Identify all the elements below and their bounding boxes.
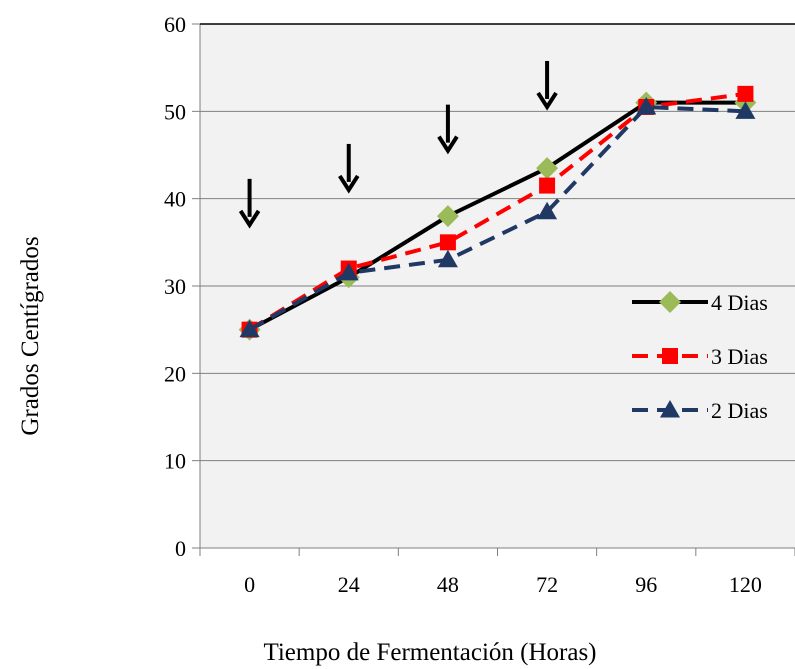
x-tick-label: 0 (244, 572, 255, 597)
y-tick-label: 60 (164, 12, 186, 37)
legend-item: 4 Dias (632, 290, 768, 315)
triangle-marker (636, 96, 657, 115)
arrow-head (338, 174, 360, 194)
x-tick-label: 72 (536, 572, 558, 597)
y-tick-label: 0 (175, 536, 186, 561)
legend-item: 3 Dias (632, 344, 768, 369)
series-line (248, 100, 746, 332)
y-tick-labels: 0 10 20 30 40 50 60 (164, 12, 186, 561)
square-marker (662, 348, 678, 364)
arrow-head (536, 91, 558, 111)
arrow-head (238, 209, 261, 229)
x-tick-label: 48 (437, 572, 459, 597)
square-marker (737, 85, 754, 102)
series-line (248, 104, 746, 332)
diamond-marker (659, 291, 681, 313)
y-tick-label: 50 (164, 99, 186, 124)
triangle-marker (735, 101, 756, 119)
legend: 4 Dias 3 Dias 2 Dias (632, 290, 768, 423)
y-tick-label: 20 (164, 361, 186, 386)
axes (192, 23, 795, 556)
triangle-marker (537, 201, 558, 220)
square-marker (539, 177, 556, 194)
down-arrow-icon (338, 143, 360, 194)
legend-label: 2 Dias (711, 398, 768, 423)
y-axis-title: Grados Centígrados (17, 236, 44, 435)
down-arrow-icon (536, 60, 558, 111)
series-group (238, 85, 757, 341)
down-arrow-icon (238, 178, 261, 229)
arrow-head (437, 135, 459, 155)
diamond-marker (536, 157, 559, 180)
diamond-marker (436, 205, 459, 228)
down-arrow-icon (437, 104, 459, 155)
y-tick-label: 30 (164, 274, 186, 299)
x-tick-label: 120 (729, 572, 762, 597)
y-tick-label: 40 (164, 187, 186, 212)
triangle-marker (239, 319, 260, 338)
square-marker (439, 234, 456, 251)
triangle-marker (660, 400, 680, 418)
legend-label: 3 Dias (711, 344, 768, 369)
y-tick-label: 10 (164, 449, 186, 474)
series-line (248, 91, 746, 332)
x-tick-label: 24 (338, 572, 360, 597)
legend-label: 4 Dias (711, 290, 768, 315)
triangle-marker (437, 249, 458, 268)
x-tick-labels: 0 24 48 72 96 120 (244, 572, 762, 597)
x-tick-label: 96 (635, 572, 657, 597)
triangle-marker (338, 262, 359, 281)
series-2-dias (239, 96, 756, 338)
annotation-arrows (238, 60, 558, 229)
legend-item: 2 Dias (632, 398, 768, 423)
x-axis-title: Tiempo de Fermentación (Horas) (263, 639, 596, 666)
